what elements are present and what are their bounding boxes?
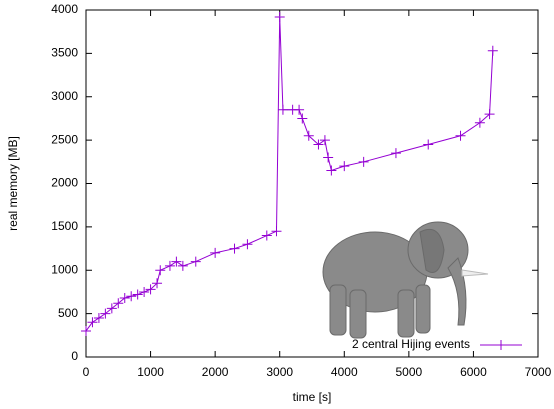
point-marker xyxy=(313,139,324,150)
point-marker xyxy=(119,293,130,304)
point-marker xyxy=(271,226,282,237)
point-marker xyxy=(294,104,305,115)
point-marker xyxy=(81,325,91,336)
point-marker xyxy=(177,260,188,271)
point-marker xyxy=(274,11,285,22)
legend-label: 2 central Hijing events xyxy=(352,337,470,351)
point-marker xyxy=(171,256,182,267)
point-marker xyxy=(339,161,350,172)
x-tick-label: 7000 xyxy=(525,365,552,379)
point-marker xyxy=(126,291,137,302)
point-marker xyxy=(487,45,498,56)
x-tick-label: 2000 xyxy=(202,365,229,379)
x-tick-label: 3000 xyxy=(266,365,293,379)
y-tick-label: 1000 xyxy=(51,262,78,276)
point-marker xyxy=(390,148,401,159)
point-marker xyxy=(190,256,201,267)
series-line xyxy=(85,16,494,332)
point-marker xyxy=(164,260,175,271)
point-marker xyxy=(474,117,485,128)
point-marker xyxy=(319,135,330,146)
point-marker xyxy=(152,278,163,289)
point-marker xyxy=(326,165,337,176)
y-axis-label: real memory [MB] xyxy=(6,136,20,231)
x-tick-label: 5000 xyxy=(396,365,423,379)
point-marker xyxy=(484,109,495,120)
elephant-image xyxy=(322,221,489,339)
point-marker xyxy=(455,130,466,141)
point-marker xyxy=(303,130,314,141)
y-tick-label: 4000 xyxy=(51,2,78,16)
x-tick-label: 1000 xyxy=(137,365,164,379)
point-marker xyxy=(93,312,104,323)
point-marker xyxy=(261,230,272,241)
y-tick-label: 0 xyxy=(71,349,78,363)
point-marker xyxy=(139,286,150,297)
x-axis-label: time [s] xyxy=(293,390,332,404)
point-marker xyxy=(132,289,143,300)
point-marker xyxy=(113,298,124,309)
y-tick-label: 500 xyxy=(58,306,78,320)
plot-frame xyxy=(85,9,539,358)
x-tick-label: 0 xyxy=(83,365,90,379)
point-marker xyxy=(106,303,117,314)
point-marker xyxy=(323,152,334,163)
point-marker xyxy=(242,239,253,250)
point-marker xyxy=(229,243,240,254)
x-tick-label: 4000 xyxy=(331,365,358,379)
y-tick-label: 1500 xyxy=(51,219,78,233)
point-marker xyxy=(358,156,369,167)
y-tick-label: 2500 xyxy=(51,132,78,146)
legend-swatch-marker xyxy=(496,340,506,350)
point-marker xyxy=(277,104,288,115)
point-marker xyxy=(210,247,221,258)
point-marker xyxy=(87,317,98,328)
y-tick-label: 2000 xyxy=(51,176,78,190)
point-marker xyxy=(145,284,156,295)
point-marker xyxy=(423,139,434,150)
y-tick-label: 3000 xyxy=(51,89,78,103)
point-marker xyxy=(297,113,308,124)
y-tick-label: 3500 xyxy=(51,46,78,60)
x-tick-label: 6000 xyxy=(460,365,487,379)
point-marker xyxy=(100,308,111,319)
point-marker xyxy=(155,265,166,276)
